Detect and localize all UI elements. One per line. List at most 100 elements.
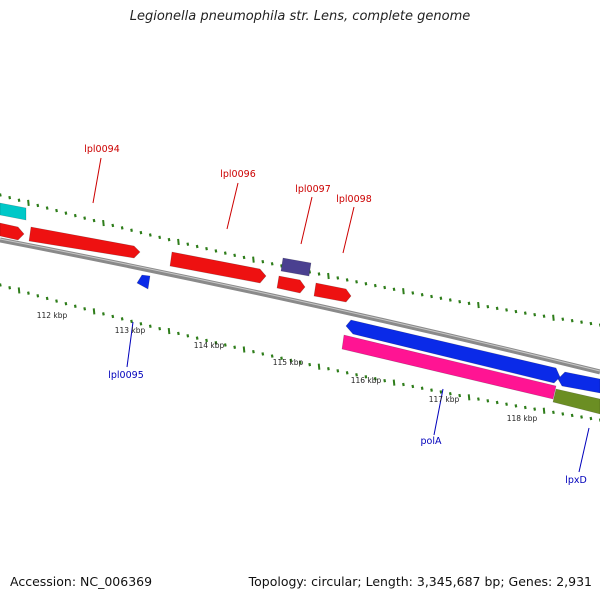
- inner-tick: [430, 388, 433, 392]
- inner-tick: [589, 416, 593, 421]
- gene-label-lpl0094[interactable]: lpl0094: [84, 144, 120, 155]
- scale-labels: 112 kbp 113 kbp 114 kbp 115 kbp 116 kbp 117 k…: [37, 311, 538, 423]
- inner-tick: [477, 397, 480, 401]
- outer-tick: [214, 249, 218, 253]
- gene-arrow-lpl0095[interactable]: [136, 274, 151, 290]
- gene-arrow[interactable]: [345, 319, 561, 384]
- inner-tick: [92, 308, 96, 315]
- outer-tick: [561, 317, 565, 321]
- inner-tick: [45, 296, 49, 301]
- gene-label-lpl0097[interactable]: lpl0097: [295, 184, 331, 195]
- outer-tick: [120, 226, 124, 230]
- outer-tick: [364, 282, 368, 286]
- inner-tick: [214, 341, 218, 345]
- outer-tick: [64, 211, 68, 215]
- outer-tick: [355, 280, 358, 284]
- outer-tick: [45, 206, 49, 210]
- outer-tick: [186, 242, 190, 246]
- leader-line: [433, 388, 444, 436]
- inner-tick: [158, 326, 162, 331]
- inner-tick: [242, 346, 246, 353]
- gene-arrow-lpl0096[interactable]: [169, 251, 267, 284]
- outer-tick: [458, 299, 462, 304]
- inner-tick: [495, 400, 499, 405]
- inner-tick: [505, 402, 508, 406]
- outer-tick: [167, 237, 171, 242]
- outer-tick: [327, 272, 330, 280]
- inner-tick: [120, 317, 124, 321]
- inner-tick: [355, 373, 358, 377]
- outer-tick: [195, 244, 199, 249]
- accession-text: Accession: NC_006369: [10, 574, 153, 589]
- inner-tick: [111, 314, 115, 319]
- inner-tick: [364, 375, 368, 379]
- gene-arrow-polA[interactable]: [341, 334, 557, 400]
- scale-label: 113 kbp: [115, 326, 146, 335]
- outer-tick: [27, 199, 30, 206]
- gene-arrow-lpl0094[interactable]: [28, 226, 141, 259]
- gene-label-lpl0096[interactable]: lpl0096: [220, 169, 256, 180]
- inner-tick: [186, 334, 190, 338]
- inner-tick: [252, 349, 255, 354]
- outer-tick: [17, 198, 21, 202]
- outer-tick: [505, 308, 508, 312]
- genome-summary-text: Topology: circular; Length: 3,345,687 bp…: [248, 574, 592, 589]
- tick-marks: [0, 193, 600, 422]
- outer-tick: [430, 294, 433, 299]
- inner-tick: [280, 356, 283, 360]
- gene-arrow[interactable]: [557, 371, 600, 394]
- gene-label-lpl0095[interactable]: lpl0095: [108, 370, 144, 381]
- inner-tick: [392, 379, 396, 386]
- outer-tick: [439, 296, 443, 300]
- inner-tick: [298, 360, 302, 365]
- outer-tick: [233, 253, 237, 258]
- gene-arrow[interactable]: [0, 222, 25, 241]
- inner-tick: [411, 384, 415, 389]
- inner-tick: [139, 322, 143, 326]
- outer-tick: [383, 285, 387, 290]
- gene-label-lpl0098[interactable]: lpl0098: [336, 194, 372, 205]
- gene-arrow[interactable]: [0, 202, 27, 221]
- inner-tick: [73, 304, 77, 308]
- inner-tick: [317, 363, 321, 370]
- gene-label-lpxD[interactable]: lpxD: [565, 475, 587, 486]
- inner-tick: [561, 412, 565, 416]
- inner-tick: [148, 324, 152, 328]
- genome-backbone-highlight: [0, 238, 600, 372]
- outer-tick: [552, 314, 555, 321]
- inner-tick: [345, 371, 349, 375]
- outer-tick: [8, 195, 12, 200]
- gene-arrow[interactable]: [276, 275, 306, 294]
- inner-tick: [27, 291, 30, 295]
- outer-tick: [55, 208, 58, 213]
- inner-tick: [402, 382, 405, 387]
- outer-tick: [477, 301, 480, 309]
- outer-tick: [392, 287, 396, 292]
- inner-tick: [523, 405, 527, 410]
- outer-tick: [580, 320, 583, 324]
- inner-tick: [36, 294, 40, 298]
- leader-line: [578, 427, 590, 473]
- scale-label: 118 kbp: [507, 414, 538, 423]
- scale-label: 114 kbp: [194, 341, 225, 350]
- inner-tick: [130, 319, 133, 324]
- inner-tick: [233, 345, 237, 349]
- inner-tick: [486, 399, 490, 403]
- outer-tick: [111, 223, 115, 228]
- gene-label-polA[interactable]: polA: [421, 436, 442, 447]
- outer-tick: [92, 218, 96, 223]
- inner-tick: [542, 407, 546, 414]
- inner-tick: [570, 413, 574, 418]
- gene-arrow-lpl0097[interactable]: [280, 257, 312, 277]
- gene-arrow-lpxD[interactable]: [552, 388, 600, 415]
- inner-tick: [373, 377, 377, 381]
- outer-tick: [158, 235, 162, 240]
- inner-tick: [205, 338, 208, 343]
- gene-labels: lpl0094 lpl0096 lpl0097 lpl0098 lpl0095 polA l…: [84, 144, 587, 486]
- outer-tick: [420, 293, 424, 297]
- leader-line: [342, 206, 355, 254]
- inner-tick: [177, 331, 180, 336]
- gene-arrow-lpl0098[interactable]: [313, 282, 352, 303]
- inner-tick: [420, 386, 424, 390]
- outer-tick: [252, 256, 255, 263]
